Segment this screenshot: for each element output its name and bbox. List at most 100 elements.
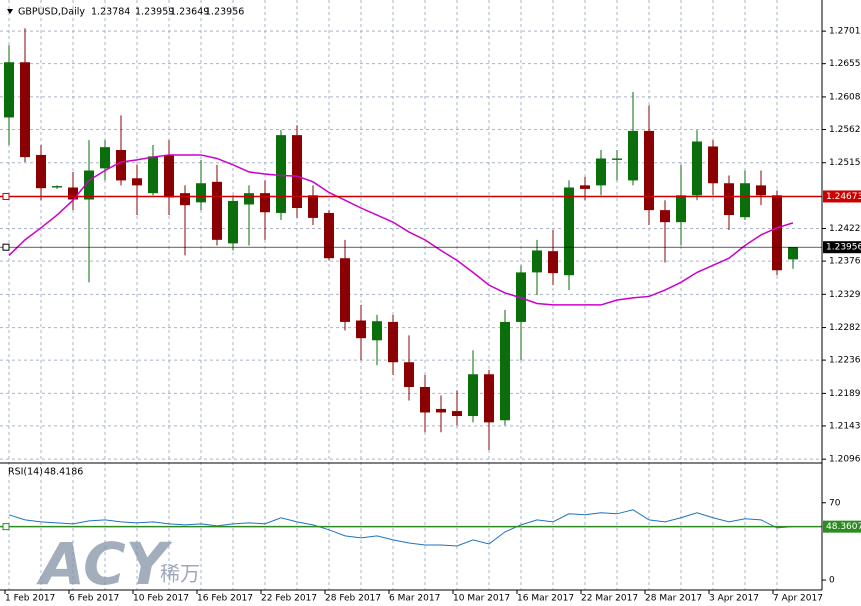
candle-body [724, 183, 734, 216]
candle-body [260, 193, 270, 213]
candle-body [564, 187, 574, 276]
candle-body [756, 185, 766, 196]
candle-body [148, 156, 158, 194]
x-tick-label: 1 Feb 2017 [5, 594, 55, 604]
candle-body [292, 135, 302, 209]
price-label: 1.23956 [826, 243, 861, 253]
ohlc-low: 1.23649 [170, 7, 209, 18]
y-tick-label: 1.26550 [829, 59, 861, 69]
chart-title: GBPUSD,Daily [18, 7, 85, 18]
x-tick-label: 3 Apr 2017 [709, 594, 759, 604]
candle-body [308, 195, 318, 218]
price-label: 48.3607 [826, 522, 861, 532]
candle-body [580, 185, 590, 189]
x-tick-label: 6 Feb 2017 [69, 594, 119, 604]
x-tick-label: 6 Mar 2017 [389, 594, 440, 604]
candle-body [404, 362, 414, 388]
rsi-title: RSI(14) [8, 467, 43, 478]
candle-body [596, 158, 606, 186]
candle-body [420, 387, 430, 413]
candle-body [4, 62, 14, 118]
menu-icon [7, 9, 13, 14]
y-tick-label: 1.21430 [829, 421, 861, 431]
y-tick-label: 1.26080 [829, 92, 861, 102]
y-tick-label: 1.23290 [829, 290, 861, 300]
y-tick-label: 1.22820 [829, 323, 861, 333]
candle-body [164, 154, 174, 198]
x-tick-label: 16 Mar 2017 [517, 594, 574, 604]
level-marker [2, 243, 10, 251]
candle-body [20, 62, 30, 158]
candle-body [36, 154, 46, 189]
y-tick-label: 1.27010 [829, 27, 861, 37]
candle-body [276, 135, 286, 213]
y-tick-label: 1.21890 [829, 389, 861, 399]
candle-body [452, 411, 462, 417]
candle-body [692, 141, 702, 196]
candle-body [244, 193, 254, 205]
candle-body [388, 321, 398, 363]
price-label-bg [823, 241, 861, 254]
y-tick-label: 1.24220 [829, 224, 861, 234]
price-label-bg [823, 190, 861, 203]
x-tick-label: 16 Feb 2017 [197, 594, 253, 604]
level-marker [2, 523, 10, 531]
candle-body [740, 183, 750, 218]
candle-body [484, 374, 494, 423]
candle-body [212, 181, 222, 240]
candle-body [132, 178, 142, 186]
candle-body [372, 321, 382, 341]
candle-body [500, 321, 510, 421]
x-tick-label: 22 Feb 2017 [261, 594, 317, 604]
candle-body [196, 183, 206, 203]
x-tick-label: 28 Feb 2017 [325, 594, 381, 604]
rsi-line [8, 509, 794, 547]
candle-body [532, 250, 542, 273]
x-tick-label: 7 Apr 2017 [773, 594, 823, 604]
candle-body [68, 187, 78, 200]
y-tick-label: 0 [829, 576, 835, 586]
candle-body [84, 170, 94, 200]
candle-body [324, 212, 334, 259]
candle-body [644, 130, 654, 211]
ohlc-close: 1.23956 [205, 7, 244, 18]
candle-body [548, 251, 558, 274]
candle-body [180, 193, 190, 206]
price-label: 1.24673 [826, 192, 861, 202]
x-tick-label: 10 Feb 2017 [133, 594, 189, 604]
candle-body [708, 146, 718, 184]
y-tick-label: 1.22360 [829, 356, 861, 366]
x-tick-label: 22 Mar 2017 [581, 594, 638, 604]
candle-body [52, 186, 62, 188]
watermark-brand: ACY [36, 530, 173, 598]
candle-body [100, 147, 110, 169]
y-tick-label: 1.25620 [829, 125, 861, 135]
candle-body [356, 320, 366, 339]
watermark-tagline: 稀万 [160, 562, 200, 586]
price-label-bg [823, 520, 861, 533]
y-tick-label: 1.25150 [829, 158, 861, 168]
candle-body [228, 200, 238, 244]
rsi-value: 48.4186 [44, 467, 83, 478]
ohlc-open: 1.23784 [91, 7, 130, 18]
candle-body [660, 210, 670, 223]
x-tick-label: 10 Mar 2017 [453, 594, 510, 604]
marks: 1.27010 1.26550 1.26080 1.25620 1.25150 1.242… [0, 27, 861, 604]
candle-body [436, 408, 446, 413]
level-marker [2, 192, 10, 200]
candle-body [468, 374, 478, 417]
ohlc-high: 1.23959 [135, 7, 174, 18]
y-tick-label: 70 [829, 498, 841, 508]
moving-average [8, 154, 794, 306]
candle-body [340, 258, 350, 322]
y-tick-label: 1.20960 [829, 455, 861, 465]
y-tick-label: 1.23760 [829, 257, 861, 267]
candle-body [612, 158, 622, 160]
candle-body [676, 195, 686, 223]
candle-body [116, 149, 126, 181]
candle-body [772, 195, 782, 271]
candle-body [628, 130, 638, 181]
